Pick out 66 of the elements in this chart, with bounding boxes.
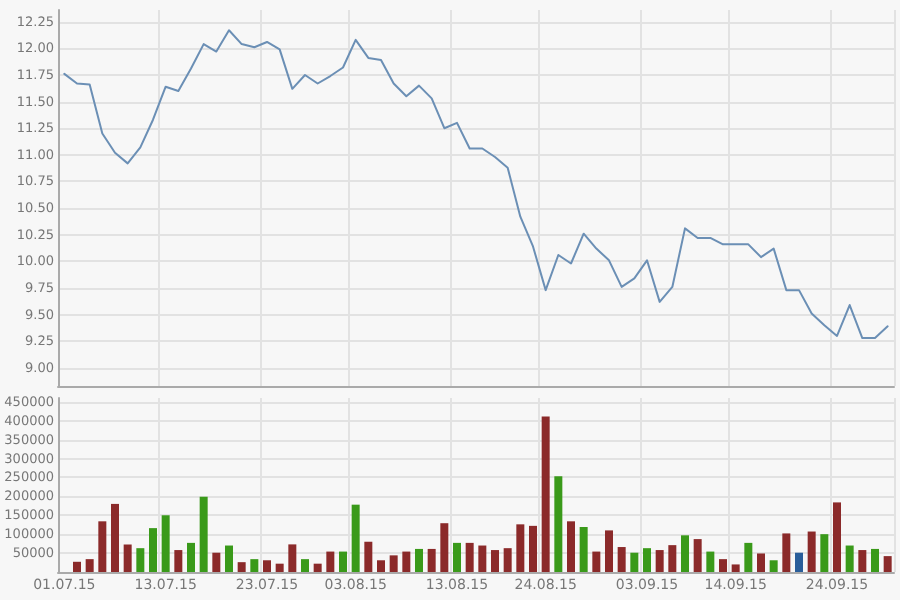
bar — [681, 535, 689, 572]
bar — [288, 544, 297, 572]
bar — [351, 504, 360, 572]
bar — [453, 542, 461, 572]
bar — [782, 533, 791, 572]
bar — [820, 534, 829, 572]
bar — [123, 544, 132, 572]
bar — [402, 551, 411, 572]
bar — [199, 496, 208, 572]
line-series — [63, 29, 889, 340]
bar — [250, 559, 259, 572]
bar — [313, 563, 322, 572]
bar — [668, 545, 677, 572]
bar — [98, 521, 107, 572]
bar — [377, 560, 385, 572]
bar — [769, 560, 778, 572]
bar — [655, 550, 664, 572]
bar — [427, 548, 436, 572]
bar — [275, 563, 284, 572]
bar — [643, 548, 651, 572]
bar — [567, 521, 575, 572]
bar — [73, 561, 81, 572]
bar — [478, 545, 487, 572]
bar — [263, 560, 271, 572]
bar — [415, 548, 423, 572]
bar — [706, 551, 715, 572]
bar — [731, 564, 740, 572]
bar — [858, 550, 867, 572]
bar — [579, 526, 588, 572]
bar — [389, 555, 398, 572]
bar — [719, 559, 727, 572]
bar — [111, 503, 119, 572]
bar — [85, 559, 94, 572]
bar — [465, 542, 474, 572]
bar — [440, 523, 449, 572]
bar — [187, 542, 195, 572]
bar — [339, 551, 347, 572]
bar — [174, 550, 183, 572]
bar — [871, 548, 879, 572]
bar — [630, 552, 639, 572]
bar — [744, 542, 753, 572]
bar — [364, 541, 373, 572]
bar — [757, 553, 765, 572]
bar — [617, 547, 626, 572]
bar — [529, 525, 537, 572]
bar — [845, 545, 854, 572]
bar — [149, 528, 157, 572]
bar — [592, 551, 601, 572]
bar — [541, 416, 550, 572]
bar — [225, 545, 233, 572]
bar — [503, 548, 512, 572]
bar — [212, 552, 221, 572]
bar — [554, 476, 563, 572]
bar — [237, 562, 246, 572]
bar — [326, 551, 335, 572]
bar — [795, 552, 803, 572]
bar — [516, 524, 525, 572]
bar — [301, 559, 309, 572]
bar — [136, 548, 145, 572]
bar — [605, 530, 613, 572]
bar — [833, 502, 841, 572]
bar — [693, 539, 702, 572]
bar — [491, 550, 499, 572]
bar — [161, 515, 170, 572]
bar — [883, 556, 892, 572]
bar — [807, 531, 816, 572]
